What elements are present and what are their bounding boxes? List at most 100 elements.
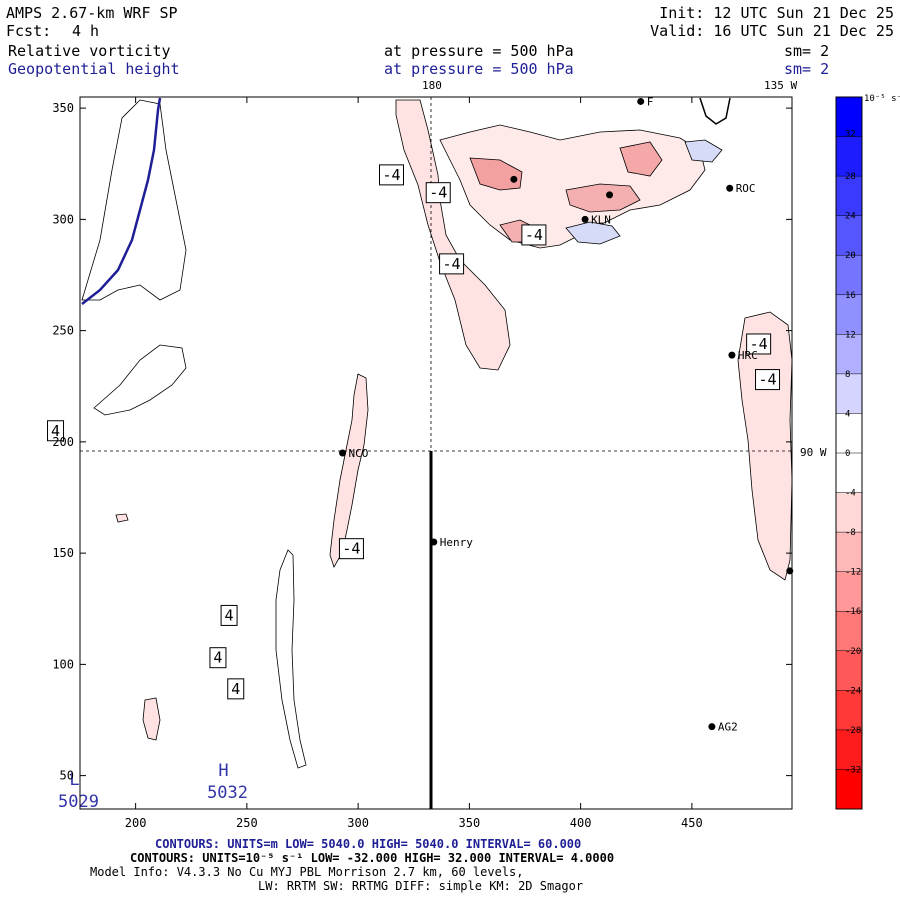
fcst-label: Fcst: [6, 22, 51, 40]
contour-label: -4 [382, 166, 400, 184]
colorbar-tick-label: 32 [845, 130, 856, 140]
colorbar-tick-label: -32 [845, 765, 861, 775]
vort-core-3 [619, 141, 663, 177]
negative-vorticity-shading [115, 99, 793, 741]
footer-height-contours: CONTOURS: UNITS=m LOW= 5040.0 HIGH= 5040… [155, 837, 581, 851]
colorbar-swatch [836, 334, 862, 375]
valid-time: Valid: 16 UTC Sun 21 Dec 25 [650, 22, 894, 40]
colorbar-tick-label: 28 [845, 172, 856, 182]
contour-label-box [521, 224, 547, 246]
contour-label: -4 [443, 255, 461, 273]
footer-vort-contours: CONTOURS: UNITS=10⁻⁵ s⁻¹ LOW= -32.000 HI… [130, 851, 614, 865]
field2-sm: sm= 2 [784, 60, 829, 78]
colorbar-swatch [836, 571, 862, 612]
colorbar-swatch [836, 294, 862, 335]
y-tick-label: 300 [52, 212, 74, 226]
station-marker [637, 97, 645, 105]
vort-band-nco [329, 373, 369, 568]
station-marker [728, 351, 736, 359]
colorbar-tick-label: -8 [845, 528, 856, 538]
field2-name: Geopotential height [8, 60, 180, 78]
colorbar-swatch [836, 611, 862, 652]
colorbar-tick-label: -20 [845, 647, 861, 657]
contour-label-box [425, 182, 451, 204]
contour-label-box [220, 604, 238, 626]
contour-label: -4 [525, 226, 543, 244]
pos-contour-nw [81, 99, 187, 301]
field1-level: at pressure = 500 hPa [384, 42, 574, 60]
colorbar-tick-label: 24 [845, 212, 856, 222]
vort-core-1 [469, 157, 523, 191]
pos-vort-1 [565, 221, 621, 245]
colorbar-swatch [836, 532, 862, 573]
positive-vorticity-shading [565, 139, 723, 245]
height-contour-5040 [81, 97, 162, 305]
footer-model-info: Model Info: V4.3.3 No Cu MYJ PBL Morriso… [90, 865, 523, 879]
colorbar-swatch [836, 453, 862, 494]
contour-label-box [755, 369, 781, 391]
contour-label: -4 [342, 540, 360, 558]
extremum-value: 5032 [207, 783, 248, 803]
extremum-type: H [218, 761, 228, 781]
colorbar-swatch [836, 690, 862, 731]
station-marker [430, 538, 438, 546]
colorbar-swatch [836, 769, 862, 810]
pos-contour-h [275, 549, 307, 769]
lon-label-180: 180 [422, 79, 442, 92]
colorbar-swatch [836, 650, 862, 691]
contour-label: -4 [758, 371, 776, 389]
colorbar-swatch [836, 215, 862, 256]
footer-physics: LW: RRTM SW: RRTMG DIFF: simple KM: 2D S… [258, 879, 583, 893]
station-label: KLN [591, 213, 611, 226]
pos-vort-2 [684, 139, 723, 163]
station-marker [708, 723, 716, 731]
y-tick-label: 100 [52, 657, 74, 671]
vort-band-central [395, 99, 511, 371]
station-label: HRC [738, 349, 758, 362]
lon-label-135w: 135 W [764, 79, 797, 92]
colorbar-tick-label: -12 [845, 568, 861, 578]
x-tick-label: 200 [125, 816, 147, 830]
contour-label: -4 [750, 335, 768, 353]
y-tick-label: 200 [52, 435, 74, 449]
station-label: Henry [440, 536, 473, 549]
model-title: AMPS 2.67-km WRF SP [6, 4, 178, 22]
vort-core-2 [565, 183, 641, 213]
contour-label-box [338, 538, 364, 560]
contour-label-box [47, 420, 65, 442]
contour-label-box [379, 164, 404, 186]
vort-blob-w [115, 513, 129, 523]
y-tick-label: 250 [52, 324, 74, 338]
y-tick-label: 50 [60, 769, 74, 783]
contour-label-box [439, 253, 465, 275]
x-tick-label: 350 [459, 816, 481, 830]
x-tick-label: 250 [236, 816, 258, 830]
contour-label: -4 [429, 184, 447, 202]
station-label: F [647, 95, 654, 108]
colorbar-swatch [836, 373, 862, 414]
x-tick-label: 450 [681, 816, 703, 830]
contour-label: 4 [213, 649, 222, 667]
colorbar-swatch [836, 136, 862, 177]
fcst-value: 4 h [72, 22, 99, 40]
coastline [699, 97, 731, 125]
x-tick-label: 300 [347, 816, 369, 830]
station-label: AG2 [718, 721, 738, 734]
station-label: ROC [736, 182, 756, 195]
contour-label-box [746, 333, 772, 355]
contour-label: 4 [51, 422, 60, 440]
contour-label: 4 [225, 606, 234, 624]
contour-label: 4 [231, 680, 240, 698]
extremum-type: L [69, 770, 79, 790]
plot-frame [79, 96, 793, 810]
station-marker [726, 184, 734, 192]
colorbar-tick-label: 16 [845, 291, 856, 301]
colorbar-tick-label: -28 [845, 726, 861, 736]
init-time: Init: 12 UTC Sun 21 Dec 25 [659, 4, 894, 22]
stations: NCO Henry KLN HRC AG2 ROC F [339, 95, 794, 734]
field1-name: Relative vorticity [8, 42, 171, 60]
colorbar-swatch [836, 255, 862, 296]
